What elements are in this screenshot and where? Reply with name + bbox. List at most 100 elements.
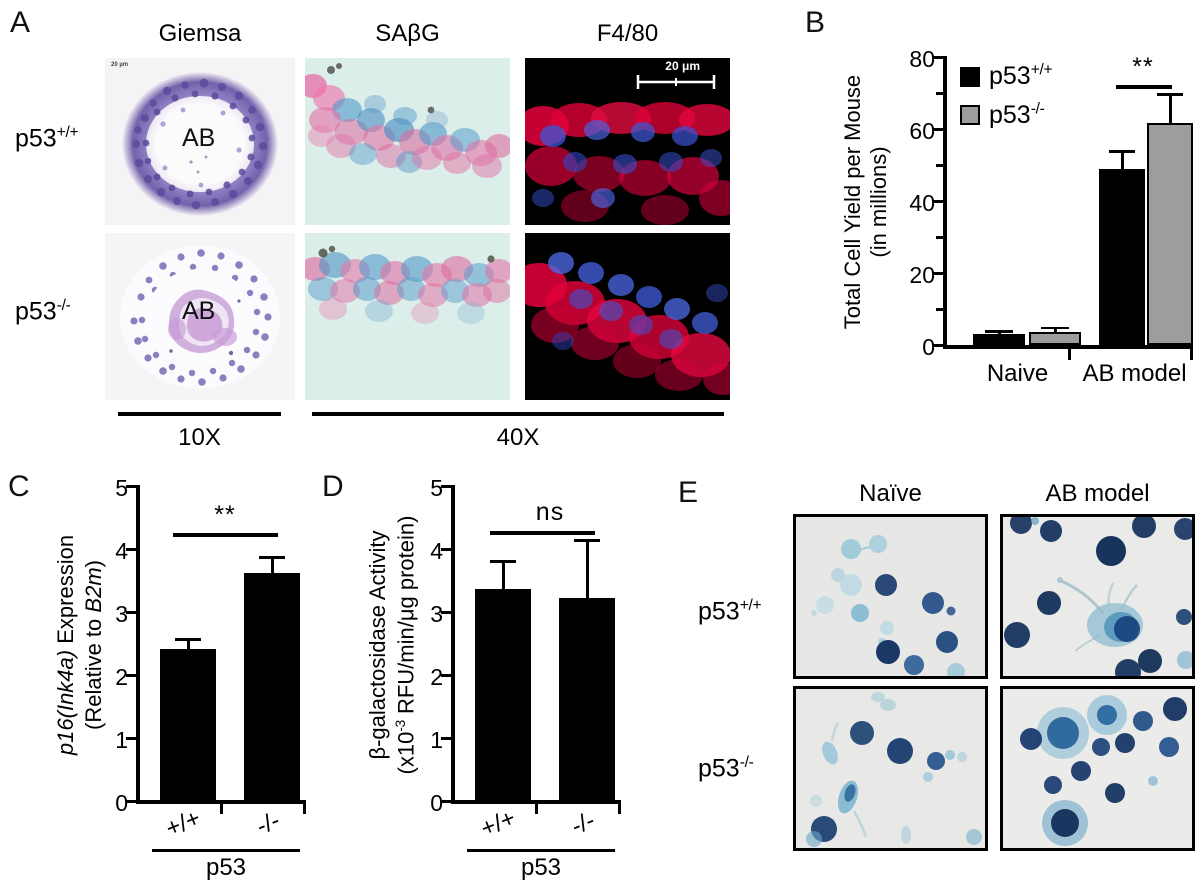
panel-b-minortick-30 (936, 236, 944, 239)
panel-b-errorcap-naive-wt (985, 330, 1013, 333)
micrograph-e-naive-ko (793, 686, 988, 851)
panel-d-tick-3 (441, 611, 452, 614)
panel-b-errorbar-ab-ko (1169, 95, 1172, 123)
panel-c-xcat-wt-label: +/+ (161, 804, 204, 843)
panel-b-tick-40 (932, 200, 944, 203)
panel-d-ytick-0: 0 (430, 790, 443, 816)
panel-c-ylabel-line2: (Relative to B2m) (80, 560, 106, 730)
panel-b-xcat-naive: Naive (986, 360, 1049, 387)
panel-c-xcat-ko: -/- (235, 807, 301, 841)
panel-b-plot-area (947, 56, 1193, 345)
panel-c-xcat-ko-label: -/- (252, 806, 284, 841)
panel-c-xtick-mid (220, 803, 223, 814)
panel-b-ylabel-line2: (in millions) (866, 146, 892, 258)
panel-e-row-label-ko: p53-/- (698, 754, 754, 783)
panel-b-minortick-50 (936, 164, 944, 167)
panel-b-tick-0 (932, 344, 944, 347)
panel-b-tick-80 (932, 56, 944, 59)
panel-c-x-axis (136, 800, 306, 804)
panel-d-errorcap-wt (490, 560, 516, 563)
panel-c-ytick-4: 4 (115, 538, 128, 564)
panel-a-row-label-wt: p53+/+ (15, 124, 79, 151)
panel-c-ytick-3: 3 (115, 601, 128, 627)
ab-annotation-giemsa-ko: AB (182, 297, 216, 325)
panel-b-errorcap-ab-ko (1157, 93, 1183, 96)
panel-b-tick-20 (932, 272, 944, 275)
panel-e-header-naive: Naïve (859, 480, 922, 507)
panel-b-ytick-0: 0 (922, 334, 935, 360)
panel-c-tick-3 (126, 611, 137, 614)
panel-b-ylabel: Total Cell Yield per Mouse (in millions) (840, 52, 893, 352)
panel-b-letter: B (805, 6, 826, 39)
legend-label-ko: p53-/- (989, 100, 1045, 129)
panel-c-ytick-5: 5 (115, 475, 128, 501)
panel-d-ytick-5: 5 (430, 475, 443, 501)
panel-c-significance: ** (214, 501, 236, 529)
panel-c-tick-0 (126, 800, 137, 803)
panel-a-row-label-ko: p53-/- (15, 297, 71, 324)
row-label-sup: +/+ (56, 124, 79, 141)
micrograph-e-ab-wt (1000, 514, 1195, 679)
legend-swatch-wt (960, 66, 980, 87)
panel-c-tick-5 (126, 485, 137, 488)
panel-b-significance: ** (1132, 53, 1154, 81)
panel-b-bar-ab-wt (1099, 168, 1145, 345)
panel-c-tick-2 (126, 674, 137, 677)
panel-b-bar-naive-ko (1029, 331, 1081, 345)
panel-d-bar-wt (475, 589, 531, 800)
panel-b-minortick-70 (936, 92, 944, 95)
micrograph-f480-ko (525, 233, 730, 400)
panel-b-xtick-mid (1068, 348, 1071, 360)
panel-b-y-axis (943, 56, 947, 348)
panel-e-header-ab: AB model (1045, 480, 1150, 507)
panel-b-errorbar-ab-wt (1121, 152, 1124, 169)
panel-b-ylabel-line1: Total Cell Yield per Mouse (840, 74, 865, 330)
panel-d-xtick-end (618, 803, 621, 814)
panel-d-significance: ns (535, 498, 565, 526)
panel-c-errorcap-ko (259, 556, 285, 559)
panel-c-errorcap-wt (175, 638, 201, 641)
panel-a-letter: A (10, 6, 31, 39)
panel-d-ylabel: β-galactosidase Activity (x10-3 RFU/min/… (364, 490, 419, 800)
micrograph-e-naive-wt (793, 514, 988, 679)
panel-d-x-axis (451, 800, 621, 804)
panel-c-tick-1 (126, 737, 137, 740)
panel-c-tick-4 (126, 548, 137, 551)
panel-c-significance-line (173, 533, 278, 537)
panel-b-ytick-20: 20 (909, 262, 935, 288)
panel-d-tick-0 (441, 800, 452, 803)
panel-c-xtick-end (303, 803, 306, 814)
panel-d-xcat-ko-label: -/- (567, 806, 599, 841)
row-label-sup: -/- (56, 297, 71, 314)
panel-d-y-axis (451, 485, 455, 803)
panel-b-bar-ab-ko (1147, 122, 1193, 345)
micrograph-sabg-wt (305, 58, 510, 225)
panel-b-x-axis (943, 345, 1193, 349)
panel-c-gene-name: p16(Ink4a) (53, 649, 78, 756)
panel-c-y-axis (136, 485, 140, 803)
panel-d-plot-area (455, 485, 621, 800)
panel-b-ytick-40: 40 (909, 190, 935, 216)
panel-b-minortick-10 (936, 308, 944, 311)
panel-b-errorcap-naive-ko (1041, 326, 1069, 330)
panel-d-ytick-2: 2 (430, 664, 443, 690)
legend-item-ko: p53-/- (960, 100, 1052, 129)
panel-d-xcat-ko: -/- (550, 807, 616, 841)
panel-c-bar-ko (244, 573, 300, 800)
panel-d-letter: D (322, 470, 344, 503)
micrograph-f480-wt: 20 μm (525, 58, 730, 225)
panel-c-letter: C (8, 470, 30, 503)
panel-d-ylabel-line2: (x10-3 RFU/min/μg protein) (392, 515, 418, 775)
panel-c-ytick-2: 2 (115, 664, 128, 690)
panel-b-xcat-ab: AB model (1082, 360, 1187, 387)
panel-d-bar-ko (559, 598, 615, 800)
scale-bar-text-small: 20 µm (111, 62, 129, 68)
panel-c-bar-wt (160, 648, 216, 800)
panel-c-ylabel-line1: p16(Ink4a) Expression (53, 534, 78, 756)
panel-d-group-bracket-line (467, 849, 615, 852)
panel-c-ytick-0: 0 (115, 790, 128, 816)
panel-b-errorbar-naive-wt (998, 332, 1001, 335)
panel-c-ylabel: p16(Ink4a) Expression (Relative to B2m) (52, 490, 107, 800)
panel-b-ytick-80: 80 (909, 46, 935, 72)
panel-d-xcat-wt-label: +/+ (476, 804, 519, 843)
